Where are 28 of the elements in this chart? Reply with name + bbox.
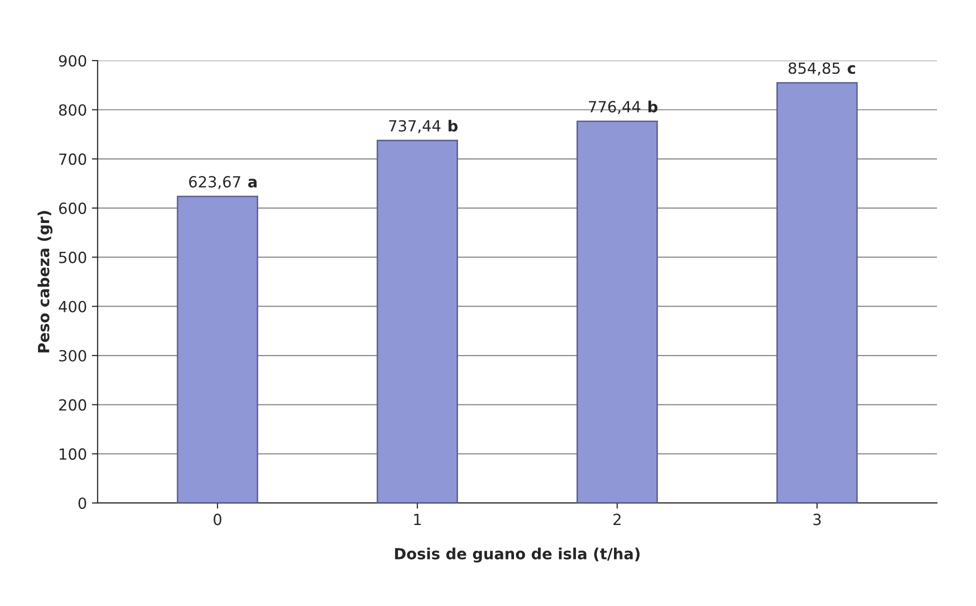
x-tick-label: 3 bbox=[813, 514, 821, 526]
annotation: a bbox=[248, 178, 257, 188]
y-tick-label: 900 bbox=[58, 55, 86, 67]
y-tick-label: 300 bbox=[59, 350, 86, 362]
data-label: 854,85 bbox=[788, 62, 840, 76]
y-tick-label: 100 bbox=[60, 448, 86, 460]
x-tick-label: 1 bbox=[414, 514, 421, 526]
annotation: c bbox=[848, 65, 856, 74]
x-tick-label: 2 bbox=[613, 514, 621, 526]
annotation: b bbox=[448, 120, 458, 132]
y-tick-label: 400 bbox=[58, 300, 86, 312]
y-tick-label: 0 bbox=[78, 497, 86, 509]
data-label: 776,44 bbox=[588, 100, 640, 114]
bar bbox=[376, 140, 458, 503]
y-tick-label: 500 bbox=[59, 252, 86, 264]
bar bbox=[776, 82, 858, 503]
data-label: 623,67 bbox=[189, 176, 240, 190]
y-tick-label: 600 bbox=[59, 202, 86, 214]
y-axis-title: Peso cabeza (gr) bbox=[38, 211, 52, 352]
data-label: 737,44 bbox=[389, 120, 440, 134]
y-tick-label: 800 bbox=[59, 104, 86, 116]
bar bbox=[176, 196, 258, 503]
y-tick-label: 200 bbox=[59, 399, 86, 411]
x-tick-label: 0 bbox=[214, 514, 222, 526]
x-axis-title: Dosis de guano de isla (t/ha) bbox=[395, 548, 640, 563]
annotation: b bbox=[648, 100, 658, 112]
bar bbox=[576, 120, 658, 503]
y-tick-label: 700 bbox=[59, 153, 86, 165]
